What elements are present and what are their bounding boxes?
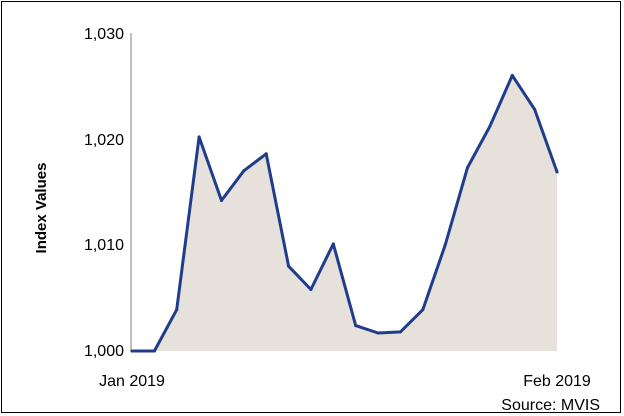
data-point (331, 242, 335, 246)
x-tick-label: Jan 2019 (99, 373, 165, 390)
data-point (510, 73, 514, 77)
x-tick-label: Feb 2019 (523, 373, 591, 390)
data-point (309, 288, 313, 291)
data-point (398, 330, 402, 334)
y-tick-label: 1,010 (84, 237, 124, 254)
y-tick-label: 1,030 (84, 26, 124, 43)
y-axis-label: Index Values (33, 163, 50, 254)
data-point (488, 124, 492, 128)
series-line (130, 73, 559, 353)
data-point (197, 135, 201, 139)
y-tick-label: 1,020 (84, 132, 124, 149)
data-point (354, 324, 358, 328)
data-point (264, 152, 268, 156)
y-tick-label: 1,000 (84, 343, 124, 360)
data-point (421, 308, 425, 312)
data-point (152, 349, 156, 353)
data-point (175, 308, 179, 312)
data-point (220, 199, 223, 202)
data-point (466, 166, 469, 170)
data-point (533, 107, 537, 111)
data-point (130, 349, 134, 353)
data-point (242, 169, 246, 173)
data-point (443, 243, 447, 247)
data-point (376, 331, 380, 335)
series-area-fill (132, 75, 557, 352)
data-point (287, 264, 291, 268)
data-point (555, 170, 559, 174)
source-note: Source: MVIS (501, 397, 600, 414)
